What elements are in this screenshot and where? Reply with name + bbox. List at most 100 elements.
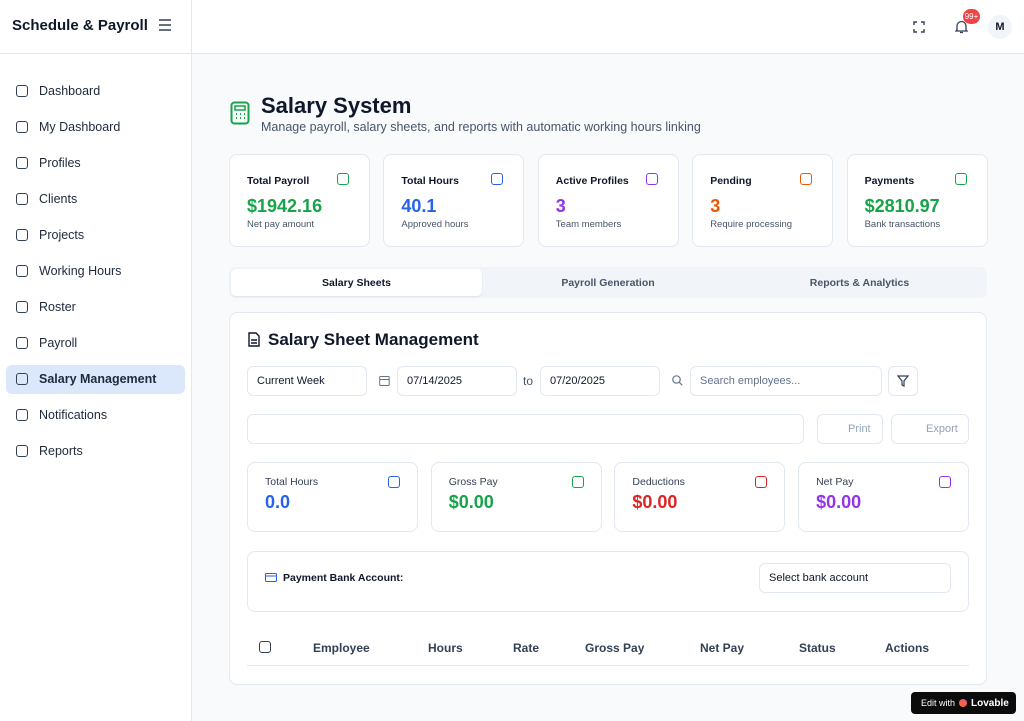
summary-icon — [939, 476, 952, 488]
nav-label: Notifications — [39, 408, 108, 422]
nav-item[interactable] — [6, 365, 185, 394]
summary-value: $0.00 — [632, 492, 678, 512]
lovable-badge[interactable]: Edit with Lovable — [911, 692, 1016, 714]
summary-card — [247, 462, 418, 532]
summary-card — [614, 462, 786, 532]
nav-label: My Dashboard — [39, 120, 121, 134]
column-header: Employee — [313, 641, 370, 655]
nav-item[interactable] — [6, 437, 185, 466]
filter-button[interactable] — [888, 366, 918, 396]
summary-icon — [755, 476, 768, 488]
print-button[interactable]: Print — [817, 414, 883, 444]
stat-value: 40.1 — [401, 196, 437, 216]
header — [192, 0, 1024, 54]
period-select[interactable]: Current Week — [247, 366, 367, 396]
avatar[interactable]: M — [988, 15, 1012, 39]
tab[interactable]: Reports & Analytics — [809, 276, 910, 289]
nav-label: Clients — [39, 192, 78, 206]
stat-icon — [491, 173, 504, 185]
sheet-select[interactable] — [247, 414, 804, 444]
nav-item[interactable] — [6, 221, 185, 250]
nav-item[interactable] — [6, 293, 185, 322]
menu-toggle[interactable] — [158, 19, 172, 31]
column-header: Net Pay — [700, 641, 745, 655]
nav-item[interactable] — [6, 329, 185, 358]
stat-note: Team members — [555, 219, 622, 230]
notification-badge: 99+ — [963, 9, 980, 24]
stat-icon — [954, 173, 967, 185]
summary-label: Net Pay — [816, 476, 854, 488]
nav-label: Reports — [39, 444, 83, 458]
bank-select[interactable]: Select bank account — [759, 563, 951, 593]
nav-icon — [16, 301, 28, 313]
stat-label: Pending — [710, 175, 752, 187]
bank-label: Payment Bank Account: — [283, 572, 404, 584]
nav-item[interactable] — [6, 185, 185, 214]
stat-label: Total Hours — [401, 175, 459, 187]
summary-value: 0.0 — [265, 492, 291, 512]
stat-value: 3 — [555, 196, 566, 216]
column-header: Status — [799, 641, 836, 655]
period-value: Current Week — [257, 375, 325, 387]
stat-value: $1942.16 — [247, 196, 323, 216]
nav-label: Working Hours — [39, 264, 122, 278]
stat-value: 3 — [710, 196, 721, 216]
stat-card — [846, 154, 988, 247]
brand: Schedule & Payroll — [12, 17, 148, 34]
tab[interactable]: Salary Sheets — [231, 269, 482, 296]
stat-note: Require processing — [710, 219, 793, 230]
column-header: Rate — [513, 641, 540, 655]
column-header: Hours — [428, 641, 463, 655]
nav-label: Projects — [39, 228, 85, 242]
page-icon — [230, 101, 250, 125]
nav-icon — [16, 121, 28, 133]
date-to-value: 07/20/2025 — [550, 375, 606, 387]
nav-item[interactable] — [6, 149, 185, 178]
nav-icon — [16, 409, 28, 421]
stat-note: Net pay amount — [247, 219, 315, 230]
nav-icon — [16, 193, 28, 205]
search-input[interactable]: Search employees... — [690, 366, 882, 396]
print-label: Print — [848, 423, 871, 435]
select-all-checkbox[interactable] — [259, 641, 271, 653]
nav-icon — [16, 265, 28, 277]
nav-icon — [16, 445, 28, 457]
stat-icon — [800, 173, 813, 185]
notifications-button[interactable] — [955, 20, 968, 34]
summary-icon — [388, 476, 400, 488]
page-title: Salary System — [261, 93, 412, 118]
tab[interactable]: Payroll Generation — [561, 276, 655, 289]
search-placeholder: Search employees... — [700, 375, 801, 387]
date-to[interactable]: 07/20/2025 — [540, 366, 660, 396]
date-from[interactable]: 07/14/2025 — [397, 366, 517, 396]
badge-prefix: Edit with — [921, 698, 956, 708]
search-icon — [672, 375, 683, 386]
export-label: Export — [926, 423, 958, 435]
badge-brand: Lovable — [971, 697, 1009, 709]
nav-label: Salary Management — [39, 372, 157, 386]
page-subtitle: Manage payroll, salary sheets, and repor… — [261, 120, 701, 134]
summary-card — [798, 462, 970, 532]
summary-label: Deductions — [632, 476, 685, 488]
nav-label: Roster — [39, 300, 76, 314]
stat-card — [692, 154, 834, 247]
filter-icon — [897, 375, 909, 387]
nav-icon — [16, 157, 28, 169]
export-button[interactable]: Export — [891, 414, 969, 444]
nav-icon — [16, 229, 28, 241]
summary-label: Total Hours — [265, 476, 319, 488]
column-header: Gross Pay — [585, 641, 645, 655]
stat-card — [229, 154, 370, 247]
stat-label: Payments — [864, 175, 915, 187]
sheet-icon — [248, 332, 260, 347]
sidebar — [0, 0, 192, 721]
nav-icon — [16, 85, 28, 97]
nav-icon — [16, 337, 28, 349]
stat-card — [383, 154, 525, 247]
stat-value: $2810.97 — [864, 196, 940, 216]
fullscreen-button[interactable] — [913, 21, 925, 33]
stat-note: Bank transactions — [864, 219, 941, 230]
stat-card — [537, 154, 679, 247]
calendar-icon — [379, 376, 390, 386]
